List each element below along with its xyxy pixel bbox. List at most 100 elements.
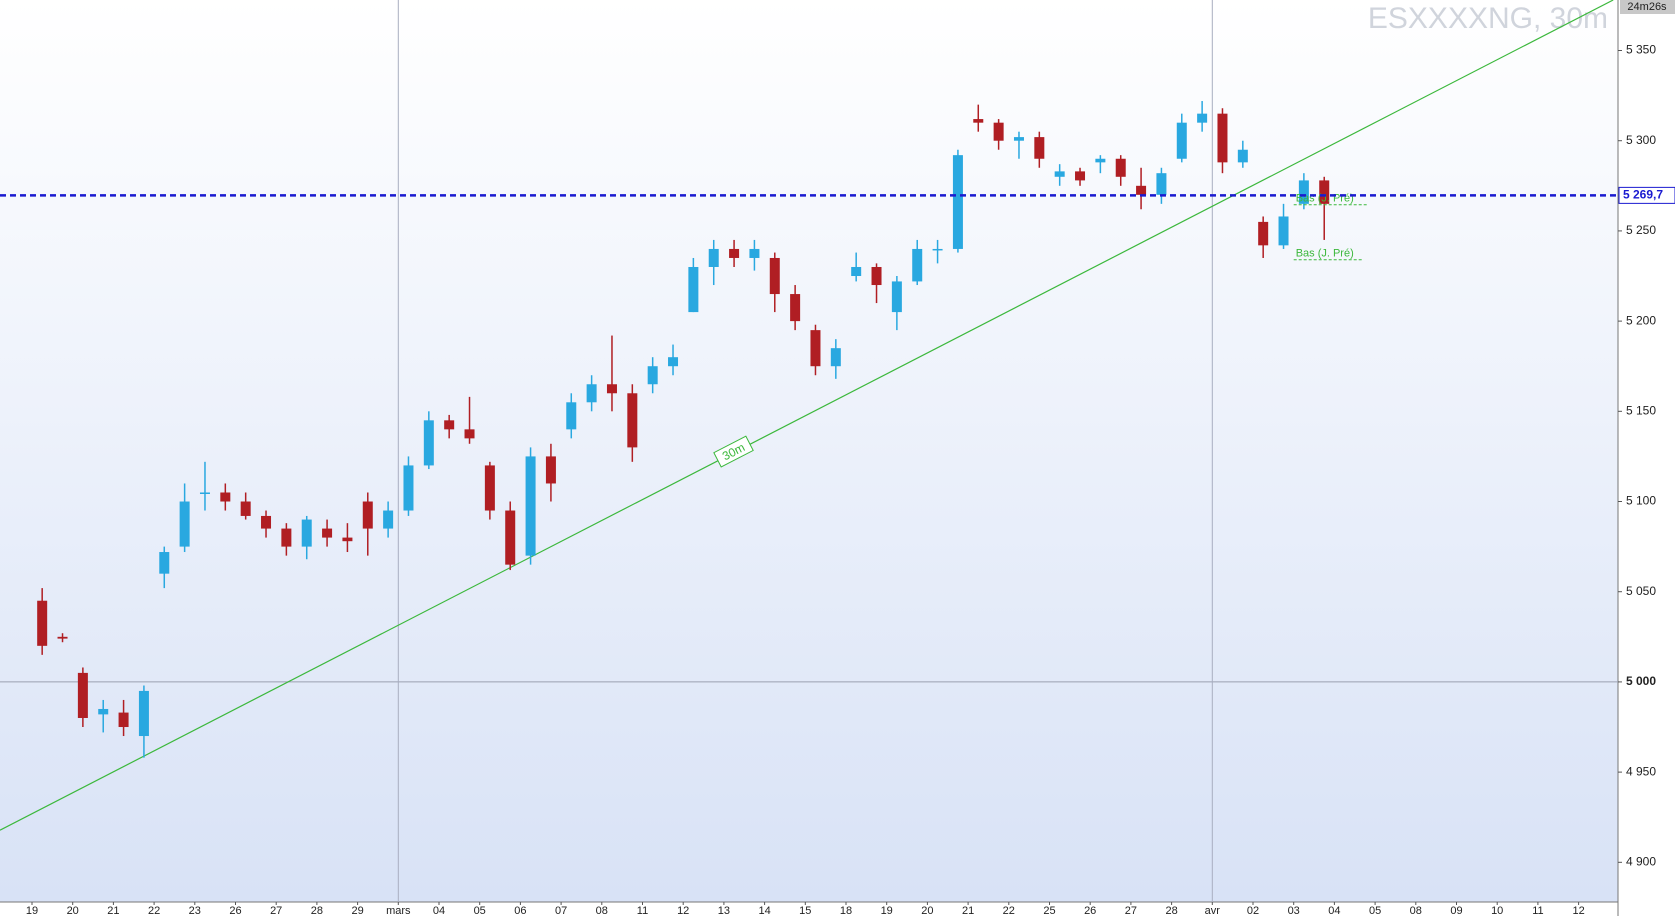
candle-body <box>98 708 109 715</box>
x-tick-label: 04 <box>433 905 445 916</box>
x-tick-label: 05 <box>474 905 486 916</box>
x-tick-label: 11 <box>637 905 648 916</box>
x-tick-label: 03 <box>1288 905 1300 916</box>
candle-body <box>281 528 292 547</box>
candle-body <box>1034 137 1045 159</box>
x-tick-label: 06 <box>514 905 526 916</box>
plot-background <box>0 0 1618 902</box>
candle-body <box>606 384 617 394</box>
candle-body <box>1319 180 1330 204</box>
candle-body <box>444 420 455 430</box>
candle-body <box>138 690 149 737</box>
x-tick-label: 26 <box>1084 905 1096 916</box>
y-tick-label: 5 250 <box>1626 223 1656 237</box>
candle-body <box>1156 173 1167 195</box>
candle-body <box>1013 137 1024 141</box>
candle-body <box>932 248 943 251</box>
level-label: Bas (J. Pré) <box>1296 248 1354 260</box>
x-tick-label: 05 <box>1369 905 1381 916</box>
candle-body <box>342 537 353 542</box>
x-tick-label: 19 <box>881 905 893 916</box>
candle-body <box>912 248 923 282</box>
x-tick-label: 25 <box>1043 905 1055 916</box>
watermark: ESXXXXNG, 30m <box>1368 2 1608 35</box>
candle-body <box>952 155 963 249</box>
timer-box <box>1620 0 1675 14</box>
candle-body <box>749 248 760 258</box>
y-tick-label: 5 300 <box>1626 133 1656 147</box>
x-tick-label: 23 <box>189 905 201 916</box>
candle-body <box>118 712 129 728</box>
x-tick-label: 02 <box>1247 905 1259 916</box>
timer: 24m26s <box>1627 1 1667 13</box>
candle-body <box>301 519 312 547</box>
x-tick-label: 10 <box>1491 905 1503 916</box>
x-tick-label: 27 <box>270 905 282 916</box>
x-tick-label: 27 <box>1125 905 1137 916</box>
x-tick-label: 07 <box>555 905 567 916</box>
candle-body <box>1278 216 1289 246</box>
candle-body <box>179 501 190 547</box>
candle-body <box>322 528 333 538</box>
trendline-label-group: 30m <box>713 435 754 468</box>
candle-body <box>993 122 1004 141</box>
candle-body <box>769 257 780 295</box>
candle-body <box>790 294 801 322</box>
y-tick-label: 4 900 <box>1626 854 1656 868</box>
candle-body <box>1217 113 1228 163</box>
candle-body <box>851 266 862 277</box>
x-tick-label: 26 <box>229 905 241 916</box>
candle-body <box>505 510 516 565</box>
x-tick-label: 08 <box>1410 905 1422 916</box>
candle-body <box>1054 171 1065 177</box>
candle-body <box>647 366 658 385</box>
last-price-box <box>1618 186 1675 204</box>
x-tick-label: 19 <box>26 905 38 916</box>
candle-body <box>708 248 719 267</box>
candle-body <box>261 515 272 529</box>
x-tick-label: 04 <box>1328 905 1340 916</box>
candle-body <box>403 465 414 511</box>
candle-body <box>668 357 679 367</box>
y-tick-label: 4 950 <box>1626 764 1656 778</box>
x-tick-label: 21 <box>962 905 974 916</box>
candle-body <box>891 281 902 313</box>
candle-body <box>383 510 394 529</box>
candle-body <box>973 119 984 123</box>
trendline <box>0 0 1614 831</box>
x-tick-label: avr <box>1205 905 1221 916</box>
x-tick-label: 13 <box>718 905 730 916</box>
candle-body <box>37 600 48 646</box>
last-price-label: 5 269,7 <box>1623 188 1663 202</box>
trendline-label-box <box>713 435 754 468</box>
x-tick-label: 22 <box>1003 905 1015 916</box>
x-tick-label: 20 <box>67 905 79 916</box>
candle-body <box>729 248 740 258</box>
x-tick-label: mars <box>386 905 411 916</box>
x-tick-label: 28 <box>311 905 323 916</box>
y-tick-label: 5 000 <box>1626 674 1656 688</box>
y-tick-label: 5 050 <box>1626 584 1656 598</box>
x-tick-label: 14 <box>758 905 770 916</box>
axis-background <box>0 902 1618 916</box>
candle-body <box>159 552 170 574</box>
x-tick-label: 15 <box>799 905 811 916</box>
y-tick-label: 5 100 <box>1626 494 1656 508</box>
x-tick-label: 12 <box>677 905 689 916</box>
y-tick-label: 5 200 <box>1626 313 1656 327</box>
candle-body <box>525 456 536 556</box>
x-tick-label: 12 <box>1572 905 1584 916</box>
x-tick-label: 09 <box>1450 905 1462 916</box>
x-tick-label: 20 <box>921 905 933 916</box>
candle-body <box>464 429 475 439</box>
candle-body <box>627 393 638 448</box>
x-tick-label: 22 <box>148 905 160 916</box>
candle-body <box>1197 113 1208 123</box>
candle-body <box>1075 171 1086 181</box>
candle-body <box>362 501 373 529</box>
y-tick-label: 5 350 <box>1626 43 1656 57</box>
candle-body <box>240 501 251 516</box>
x-tick-label: 11 <box>1532 905 1543 916</box>
